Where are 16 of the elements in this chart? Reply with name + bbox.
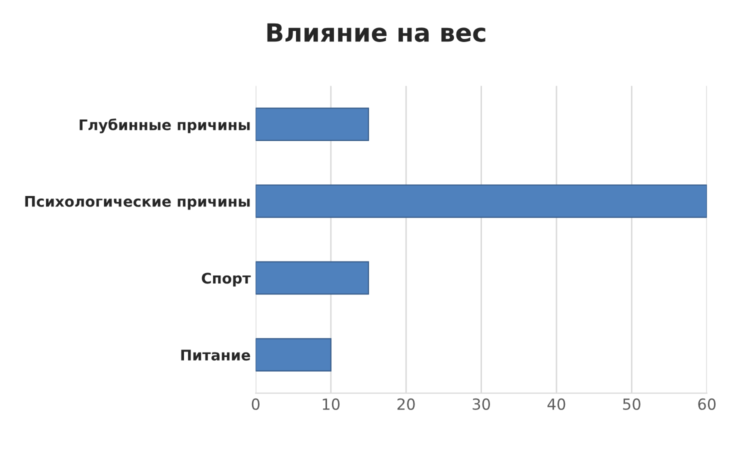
- bar: [256, 108, 370, 141]
- y-tick-label: Глубинные причины: [80, 118, 250, 134]
- x-tick-label: 30: [472, 398, 490, 410]
- y-tick-label: Психологические причины: [25, 196, 250, 210]
- bar: [256, 184, 707, 218]
- chart-title: Влияние на вес: [267, 23, 486, 42]
- bar: [256, 261, 370, 295]
- y-tick-label: Спорт: [202, 272, 251, 287]
- x-tick-label: 50: [623, 398, 640, 410]
- x-tick-label: 20: [397, 398, 415, 410]
- x-tick-label: 60: [698, 398, 716, 410]
- x-tick-label: 10: [322, 398, 340, 410]
- bar: [256, 338, 332, 372]
- x-tick-label: 40: [548, 398, 566, 410]
- y-tick-label: Питание: [181, 350, 250, 361]
- x-tick-label: 0: [252, 398, 260, 410]
